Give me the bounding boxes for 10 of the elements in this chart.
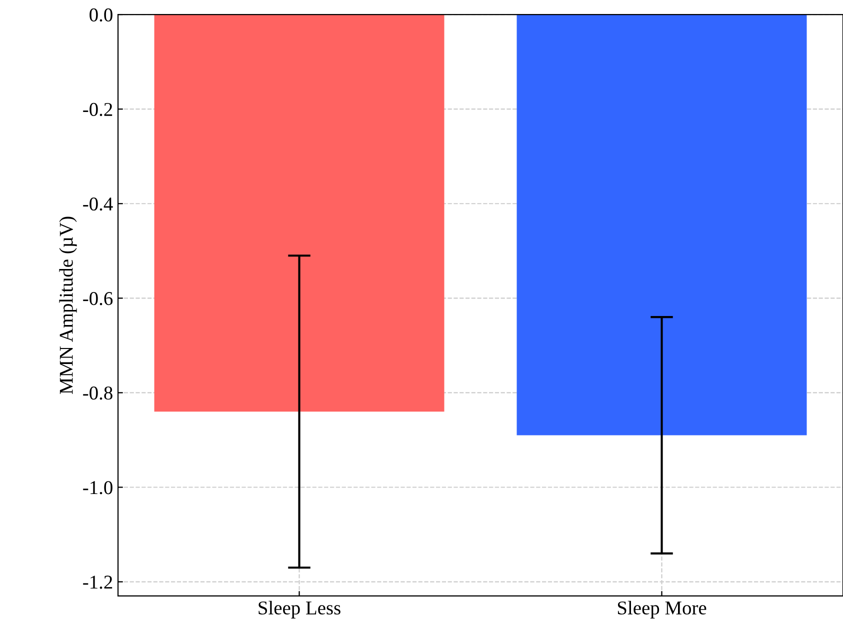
y-tick-label: -1.2 <box>83 576 112 589</box>
y-tick-label: -0.8 <box>83 386 112 400</box>
x-tick-label: Sleep More <box>618 600 706 618</box>
y-tick-label: -0.4 <box>83 197 113 211</box>
y-tick-label: -0.6 <box>83 292 113 306</box>
y-tick-label: -0.2 <box>83 102 112 116</box>
x-tick-label: Sleep Less <box>258 600 340 618</box>
y-tick-label: 0.0 <box>90 8 112 22</box>
y-tick-label: -1.0 <box>83 481 112 494</box>
y-axis-title: MMN Amplitude (µV) <box>59 216 77 394</box>
